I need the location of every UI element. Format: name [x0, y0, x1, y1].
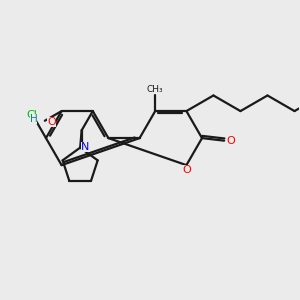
- Text: H: H: [30, 114, 38, 124]
- Text: O: O: [47, 117, 56, 127]
- Text: O: O: [226, 136, 235, 146]
- Text: Cl: Cl: [27, 110, 38, 120]
- Text: N: N: [81, 142, 90, 152]
- Text: O: O: [182, 166, 191, 176]
- Text: CH₃: CH₃: [147, 85, 164, 94]
